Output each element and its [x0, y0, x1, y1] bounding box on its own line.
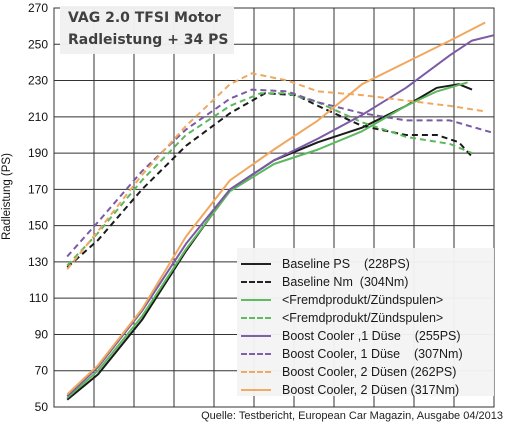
chart-title: VAG 2.0 TFSI Motor Radleistung + 34 PS	[60, 6, 234, 54]
y-tick-label: 110	[29, 291, 48, 305]
series-line	[66, 21, 486, 396]
legend-item: Baseline Nm (304Nm)	[237, 273, 494, 291]
legend-label: <Fremdprodukt/Zündspulen>	[282, 311, 444, 325]
y-tick-label: 250	[28, 37, 48, 51]
legend-swatch	[241, 281, 271, 283]
legend-swatch	[241, 371, 271, 373]
chart-title-line-1: VAG 2.0 TFSI Motor	[68, 10, 221, 26]
series-line	[66, 81, 468, 399]
source-note: Quelle: Testbericht, European Car Magazi…	[201, 410, 503, 422]
y-tick-label: 210	[28, 110, 48, 124]
y-tick-label: 50	[35, 400, 49, 414]
series-line	[66, 34, 495, 397]
y-tick-labels: 50 70 90 110 130 150 170 190 210 230 250 270	[28, 1, 48, 414]
legend-item: Baseline PS (228PS)	[237, 255, 494, 273]
y-axis-label: Radleistung (PS)	[1, 153, 13, 240]
legend-label: Boost Cooler, 2 Düsen (262PS)	[282, 365, 457, 379]
legend: Baseline PS (228PS) Baseline Nm (304Nm) …	[237, 248, 494, 399]
legend-swatch	[241, 389, 271, 391]
series-line	[66, 92, 473, 267]
y-tick-label: 70	[35, 364, 49, 378]
legend-swatch	[241, 353, 271, 355]
y-tick-label: 230	[28, 74, 48, 88]
series-line	[66, 72, 486, 270]
chart-title-line-2: Radleistung + 34 PS	[68, 32, 229, 48]
legend-label: Boost Cooler ,1 Düse (255PS)	[282, 329, 461, 343]
y-tick-label: 90	[35, 327, 49, 341]
legend-label: Baseline Nm (304Nm)	[282, 275, 409, 289]
y-tick-label: 270	[28, 1, 48, 15]
legend-item: <Fremdprodukt/Zündspulen>	[237, 309, 494, 327]
y-tick-label: 190	[28, 146, 48, 160]
legend-item: Boost Cooler, 2 Düsen (317Nm)	[237, 381, 494, 399]
legend-item: <Fremdprodukt/Zündspulen>	[237, 291, 494, 309]
legend-label: Boost Cooler, 1 Düse (307Nm)	[282, 347, 463, 361]
series-line	[66, 88, 495, 258]
y-tick-label: 170	[28, 182, 48, 196]
y-tick-label: 130	[28, 255, 48, 269]
series-lines	[66, 21, 495, 401]
legend-label: <Fremdprodukt/Zündspulen>	[282, 293, 444, 307]
series-line	[66, 83, 473, 401]
legend-label: Boost Cooler, 2 Düsen (317Nm)	[282, 383, 460, 397]
legend-swatch	[241, 335, 271, 337]
legend-swatch	[241, 317, 271, 319]
y-tick-label: 150	[28, 219, 48, 233]
series-line	[66, 92, 473, 269]
legend-swatch	[241, 263, 271, 265]
legend-item: Boost Cooler, 2 Düsen (262PS)	[237, 363, 494, 381]
legend-item: Boost Cooler, 1 Düse (307Nm)	[237, 345, 494, 363]
legend-item: Boost Cooler ,1 Düse (255PS)	[237, 327, 494, 345]
legend-swatch	[241, 299, 271, 301]
legend-label: Baseline PS (228PS)	[282, 257, 410, 271]
